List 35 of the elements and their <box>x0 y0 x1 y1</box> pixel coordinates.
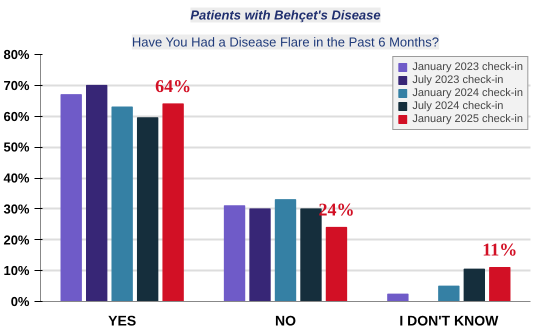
y-tick-label: 60% <box>3 108 30 124</box>
y-tick-label: 40% <box>3 170 30 186</box>
y-tick-label: 50% <box>3 140 30 155</box>
bar <box>224 205 246 302</box>
bar <box>326 226 348 302</box>
bar <box>136 117 158 302</box>
data-label: 11% <box>482 240 518 260</box>
legend-label: January 2023 check-in <box>412 61 523 73</box>
legend-label: July 2023 check-in <box>412 74 504 86</box>
bar <box>489 267 510 302</box>
y-tick-label: 80% <box>3 47 30 62</box>
legend-label: January 2025 check-in <box>412 113 523 125</box>
y-tick-label: 20% <box>3 232 30 248</box>
bar <box>438 286 460 302</box>
chart-title: Patients with Behçet's Disease <box>190 8 381 22</box>
y-tick-label: 10% <box>3 263 30 278</box>
bar <box>162 103 184 302</box>
bar <box>249 208 271 302</box>
bar <box>464 268 486 302</box>
chart-subtitle: Have You Had a Disease Flare in the Past 6 Months? <box>132 34 439 50</box>
legend-label: January 2024 check-in <box>412 87 523 99</box>
bar <box>111 106 133 302</box>
bar <box>274 199 296 302</box>
data-label: 64% <box>155 76 192 96</box>
bar <box>60 94 82 302</box>
legend-label: July 2024 check-in <box>412 100 504 112</box>
x-tick-label: NO <box>275 312 296 328</box>
x-tick-label: YES <box>108 312 136 328</box>
y-tick-label: 70% <box>3 78 30 93</box>
bar <box>387 294 409 302</box>
data-label: 24% <box>318 199 354 220</box>
x-tick-label: I DON'T KNOW <box>399 312 500 328</box>
bar <box>86 84 108 302</box>
y-tick-label: 30% <box>3 201 30 216</box>
y-tick-label: 0% <box>10 294 30 309</box>
